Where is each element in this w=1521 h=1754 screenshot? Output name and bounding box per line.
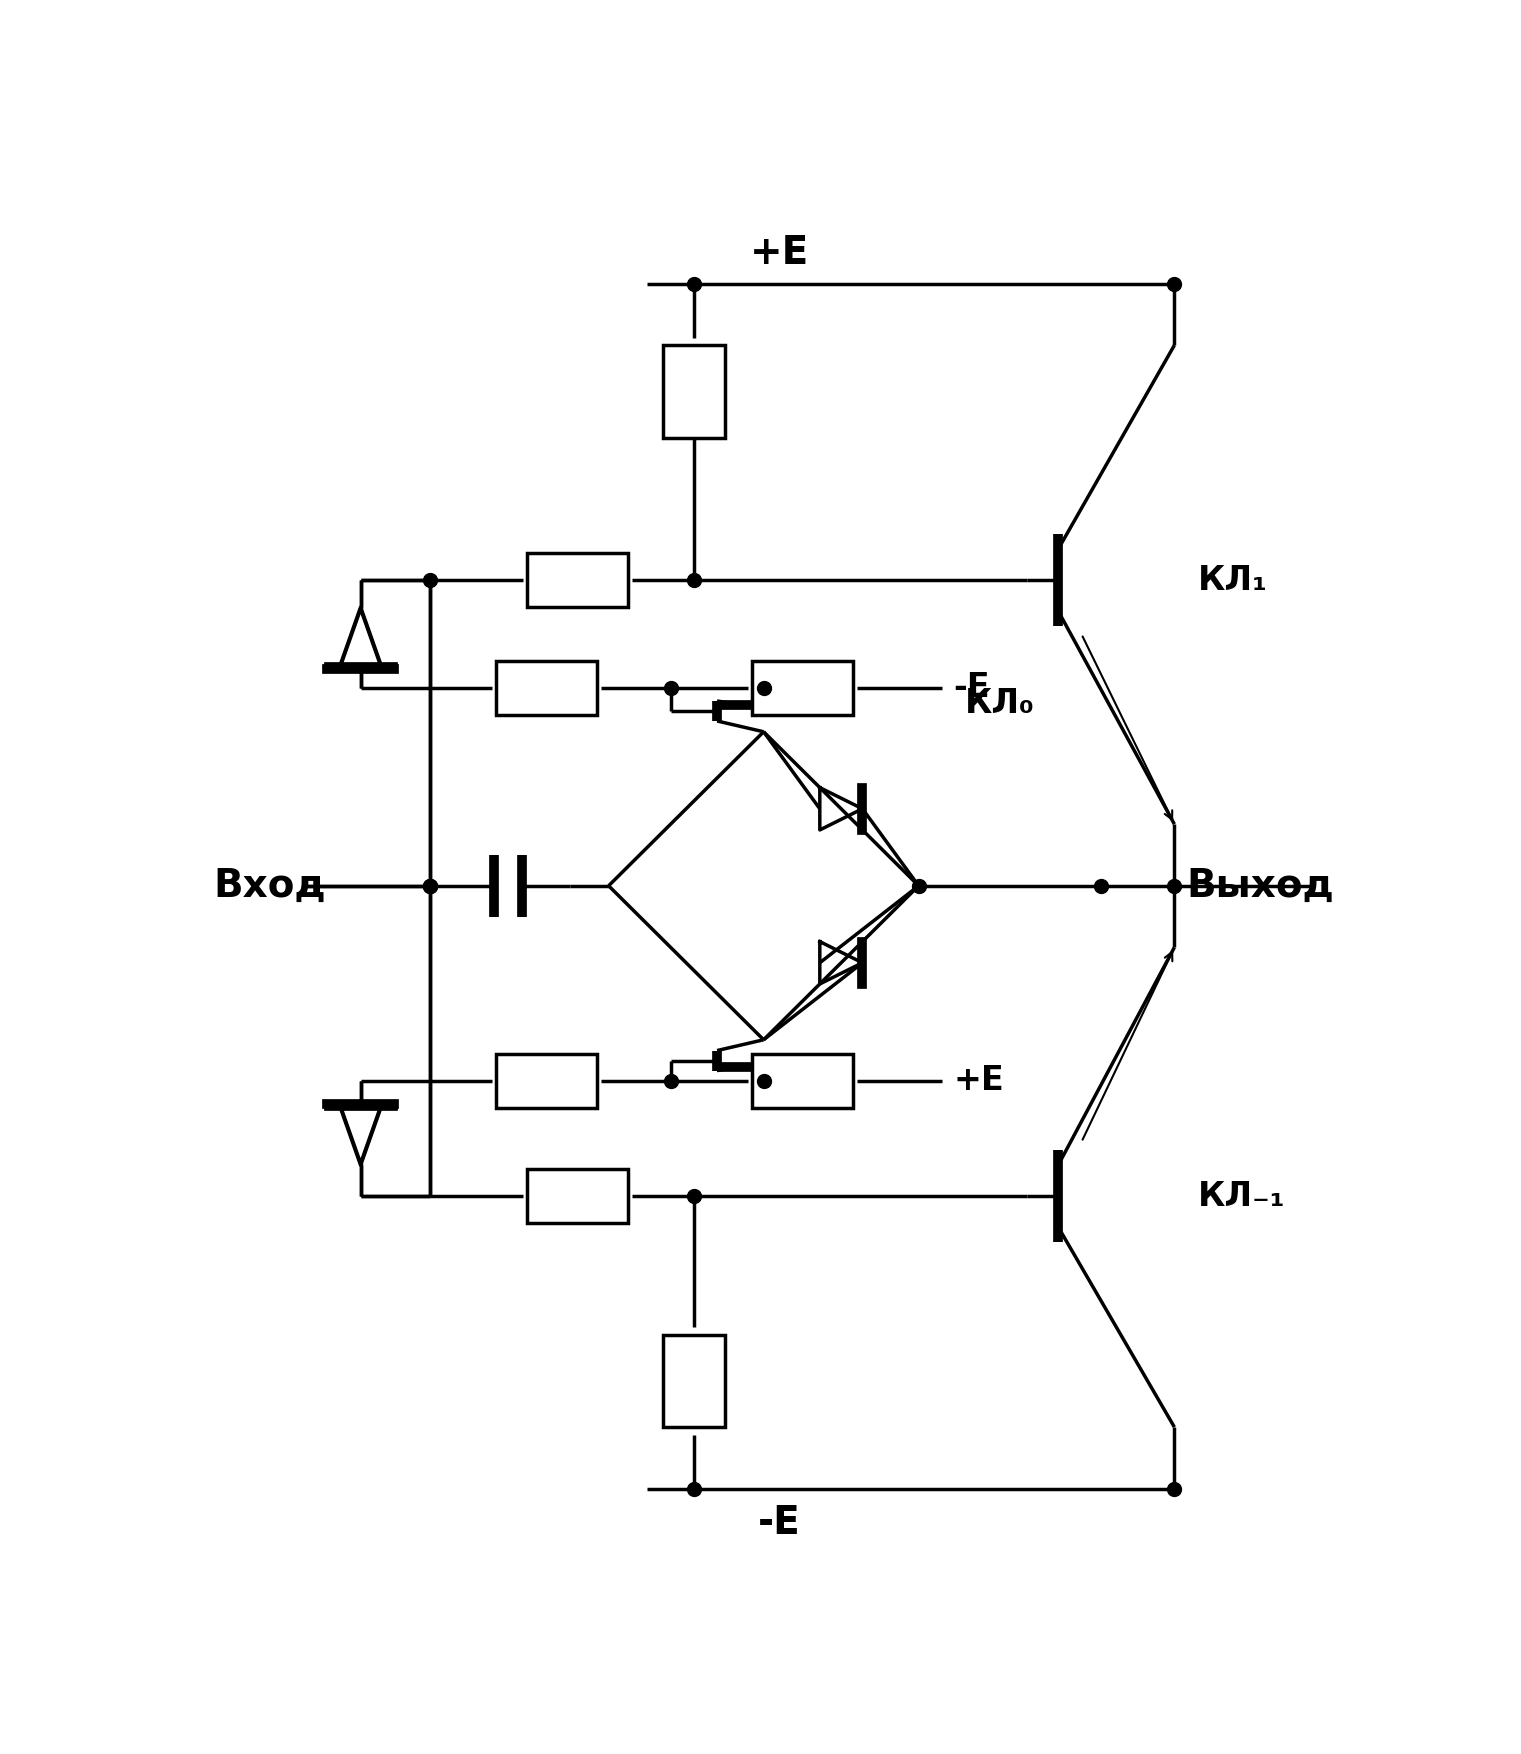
- Bar: [528, 553, 628, 607]
- Text: Вход: Вход: [213, 866, 325, 905]
- Text: КЛ₁: КЛ₁: [1197, 563, 1267, 596]
- Point: [1089, 872, 1113, 900]
- Text: КЛ₀: КЛ₀: [966, 688, 1034, 719]
- Point: [659, 1066, 683, 1094]
- Point: [418, 872, 443, 900]
- Bar: [751, 661, 853, 716]
- Bar: [496, 1054, 598, 1107]
- Point: [681, 567, 706, 595]
- Bar: [663, 1335, 726, 1428]
- Bar: [751, 1054, 853, 1107]
- Text: +E: +E: [954, 1065, 1004, 1096]
- Text: Выход: Выход: [1186, 866, 1334, 905]
- Point: [418, 872, 443, 900]
- Point: [681, 1182, 706, 1210]
- Bar: [496, 661, 598, 716]
- Point: [751, 1066, 776, 1094]
- Point: [907, 872, 931, 900]
- Text: +E: +E: [750, 233, 809, 272]
- Point: [659, 674, 683, 702]
- Point: [751, 674, 776, 702]
- Point: [418, 567, 443, 595]
- Point: [1162, 270, 1186, 298]
- Point: [681, 270, 706, 298]
- Point: [1162, 1475, 1186, 1503]
- Text: КЛ₋₁: КЛ₋₁: [1197, 1180, 1285, 1212]
- Bar: [663, 346, 726, 438]
- Text: -E: -E: [757, 1505, 800, 1542]
- Point: [1162, 872, 1186, 900]
- Point: [418, 872, 443, 900]
- Bar: [528, 1170, 628, 1223]
- Point: [681, 1475, 706, 1503]
- Text: -E: -E: [954, 672, 990, 705]
